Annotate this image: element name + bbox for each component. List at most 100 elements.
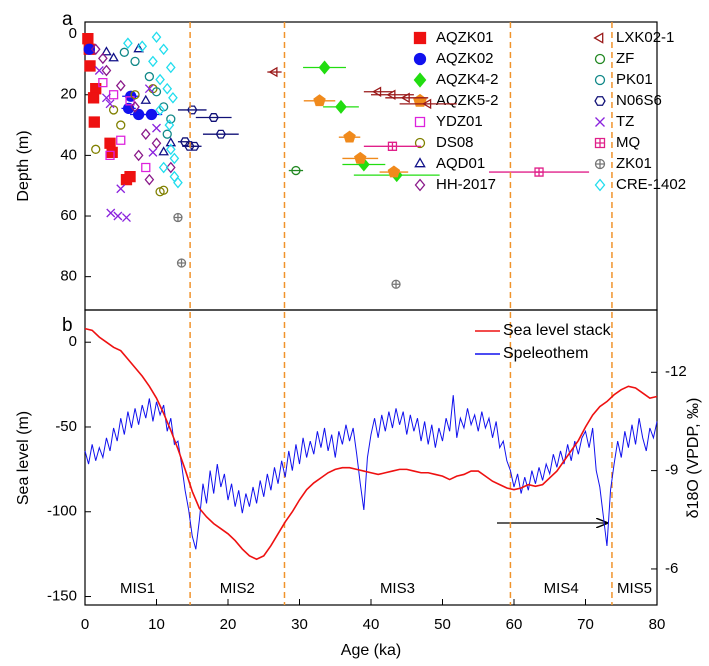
point bbox=[165, 61, 176, 74]
point bbox=[115, 79, 126, 92]
x-tick-label: 60 bbox=[506, 616, 523, 633]
point bbox=[90, 43, 101, 56]
point bbox=[155, 104, 165, 116]
point bbox=[165, 161, 176, 174]
legend-label: DS08 bbox=[436, 134, 474, 151]
legend-marker bbox=[413, 72, 427, 88]
point bbox=[116, 184, 126, 194]
point bbox=[176, 258, 187, 268]
point bbox=[151, 87, 162, 97]
point bbox=[386, 89, 396, 101]
legend-label: Sea level stack bbox=[503, 322, 612, 339]
point bbox=[165, 137, 177, 147]
legend-marker bbox=[595, 117, 605, 127]
legend-label: N06S6 bbox=[616, 92, 662, 109]
y-tick-label: 20 bbox=[60, 86, 77, 103]
point bbox=[91, 144, 101, 154]
x-tick-label: 70 bbox=[577, 616, 594, 633]
point bbox=[148, 147, 158, 157]
legend-marker bbox=[414, 178, 426, 192]
series-line bbox=[84, 327, 658, 561]
point bbox=[318, 60, 331, 75]
point bbox=[158, 185, 169, 195]
point bbox=[130, 101, 140, 113]
legend-marker bbox=[594, 178, 606, 192]
legend-label: TZ bbox=[616, 113, 634, 130]
legend-marker bbox=[594, 96, 606, 106]
point bbox=[422, 98, 432, 110]
y-tick-label: 0 bbox=[69, 333, 77, 350]
y-tick-label: -150 bbox=[47, 587, 77, 604]
point bbox=[387, 141, 398, 151]
point bbox=[122, 213, 131, 222]
point bbox=[94, 66, 104, 75]
y-tick-label: 0 bbox=[69, 25, 77, 42]
legend-label: YDZ01 bbox=[436, 113, 483, 130]
legend-marker bbox=[594, 158, 606, 170]
y2-tick-label: -12 bbox=[665, 363, 687, 380]
x-axis-label: Age (ka) bbox=[341, 642, 401, 659]
point bbox=[158, 161, 169, 174]
stage-label: MIS2 bbox=[220, 580, 255, 597]
point bbox=[88, 116, 100, 128]
legend-marker bbox=[414, 157, 426, 168]
point bbox=[372, 86, 382, 98]
x-tick-label: 30 bbox=[291, 616, 308, 633]
point bbox=[98, 52, 108, 65]
point bbox=[106, 146, 118, 159]
legend-label: HH-2017 bbox=[436, 176, 496, 193]
point bbox=[162, 82, 173, 95]
legend-marker bbox=[594, 53, 606, 65]
panel-label: a bbox=[62, 9, 73, 30]
legend-marker bbox=[594, 137, 606, 149]
point bbox=[148, 55, 158, 68]
point bbox=[151, 31, 162, 43]
point bbox=[101, 64, 112, 77]
legend-label: AQZK5-2 bbox=[436, 92, 499, 109]
legend-marker bbox=[594, 74, 606, 86]
y-tick-label: 60 bbox=[60, 207, 77, 224]
legend-marker bbox=[413, 31, 427, 45]
point bbox=[155, 73, 165, 86]
legend-label: AQZK01 bbox=[436, 29, 494, 46]
point bbox=[179, 137, 191, 147]
point bbox=[148, 84, 158, 94]
point bbox=[158, 43, 169, 56]
point bbox=[152, 123, 161, 133]
point bbox=[116, 135, 126, 145]
point bbox=[106, 208, 116, 218]
point bbox=[165, 143, 176, 156]
x-tick-label: 10 bbox=[148, 616, 165, 633]
point bbox=[119, 47, 129, 57]
point bbox=[208, 113, 219, 122]
legend-label: AQZK4-2 bbox=[436, 71, 499, 88]
legend-label: AQZK02 bbox=[436, 50, 494, 67]
point bbox=[124, 170, 136, 183]
point bbox=[387, 165, 401, 178]
point bbox=[335, 99, 347, 114]
point bbox=[105, 99, 115, 109]
point bbox=[130, 90, 140, 100]
legend-label: Speleothem bbox=[503, 345, 588, 362]
point bbox=[144, 84, 154, 94]
point bbox=[144, 173, 155, 186]
legend-label: ZF bbox=[616, 50, 634, 67]
legend-marker bbox=[413, 52, 427, 66]
point bbox=[291, 165, 301, 176]
point bbox=[215, 129, 227, 139]
legend-label: AQD01 bbox=[436, 155, 485, 172]
point bbox=[400, 92, 410, 104]
point bbox=[140, 94, 152, 104]
point bbox=[169, 170, 180, 183]
point bbox=[354, 151, 367, 164]
point bbox=[145, 108, 158, 121]
point bbox=[137, 40, 148, 53]
point bbox=[83, 43, 95, 55]
point bbox=[84, 60, 96, 72]
x-tick-label: 80 bbox=[649, 616, 666, 633]
legend-marker bbox=[414, 116, 426, 128]
y-axis-label: Sea level (m) bbox=[15, 411, 32, 505]
point bbox=[87, 92, 100, 104]
x-tick-label: 0 bbox=[81, 616, 89, 633]
